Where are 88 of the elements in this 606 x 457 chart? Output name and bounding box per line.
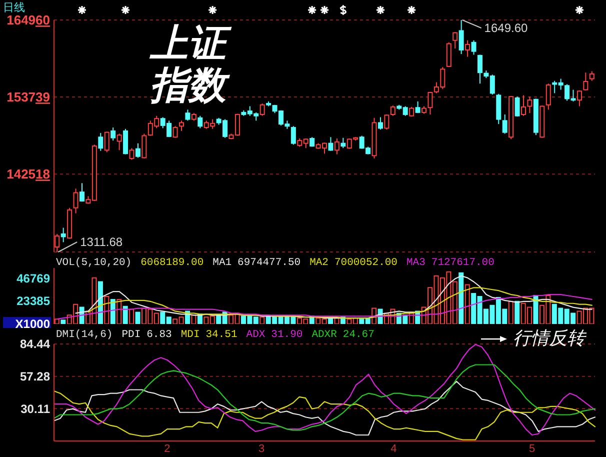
annotation: 1649.60 [484,21,528,36]
candlestick [110,127,116,142]
candlestick [465,40,470,58]
annotation: 7127617.00 [431,257,494,269]
candlestick [446,42,452,68]
candlestick [328,136,334,152]
text: MA1 [212,257,232,269]
candlestick [98,132,104,152]
candlestick [116,133,122,151]
bar [191,314,196,324]
text: MA3 [406,257,426,269]
text: 24.67 [342,329,374,341]
candlestick [471,40,476,56]
candlestick [452,32,458,50]
bar [458,272,464,324]
bar [54,318,60,324]
candlestick [60,227,66,243]
candlestick [123,128,128,155]
y-tick-label: 153739 [6,90,50,105]
candlestick [589,70,594,82]
y-tick-label: 30.11 [20,402,50,416]
candlestick [458,20,464,55]
candlestick [178,120,184,132]
text: MA2 [310,257,328,269]
annotation: 6974477.50 [238,257,301,269]
candlestick [521,94,526,116]
candlestick [73,188,78,214]
line-series [53,364,596,431]
bar [129,308,134,324]
chart-title: VOL(5,10,20) [56,257,132,269]
candlestick [198,115,203,129]
y-tick-label: 57.28 [20,370,50,384]
candlestick [477,54,482,84]
candlestick [514,96,520,118]
bar [135,312,140,324]
bar [260,316,265,324]
annotation: 1311.68 [80,235,123,250]
candlestick [527,96,532,114]
y-tick-label: 23385 [16,294,50,308]
chart-title: DMI(14,6) [56,329,113,341]
text: 6.83 [146,329,172,341]
y-tick-label: 84.44 [20,337,50,352]
y-tick-label: 142518 [6,166,50,182]
bar [116,298,122,324]
y-tick-label: 46769 [16,271,50,286]
bar [508,300,514,324]
line-series [88,287,592,319]
bar [98,281,103,324]
text: 34.51 [206,329,238,341]
candlestick [576,90,582,107]
candlestick [129,148,134,160]
text: ADXR [312,329,337,341]
bar [514,300,520,324]
bar [60,320,66,324]
y-tick-label: 164960 [6,12,50,28]
annotation: 7000052.00 [334,257,398,269]
candlestick [104,131,110,153]
text: PDI [122,329,141,341]
chart-subtitle: 日线 [3,1,25,14]
candlestick [334,138,340,155]
line-series [56,294,592,320]
bar [533,295,538,324]
annotation: 6068189.00 [140,257,204,269]
text: ADX [246,329,266,341]
x-tick-label: 2 [164,442,170,455]
candlestick [502,114,508,134]
bar [464,284,470,324]
candlestick [185,109,190,122]
line-series [53,380,596,436]
candlestick [135,142,140,158]
text: 上证指数 [150,21,233,107]
candlestick [142,133,147,159]
text: 31.90 [271,329,303,341]
x-tick-label: 5 [529,442,536,455]
annotation: 行情反转 [513,328,585,350]
candlestick [54,233,60,252]
text: MDI [180,329,200,341]
candlestick [290,126,296,146]
candlestick [583,72,588,91]
candlestick [546,83,551,110]
candlestick [260,102,265,116]
x-tick-label: 4 [390,442,397,455]
candlestick [172,126,178,138]
candlestick [79,182,84,202]
candlestick [378,116,383,130]
candlestick [340,137,346,149]
y-tick-label: X1000 [15,317,50,332]
x-tick-label: 3 [258,442,265,455]
